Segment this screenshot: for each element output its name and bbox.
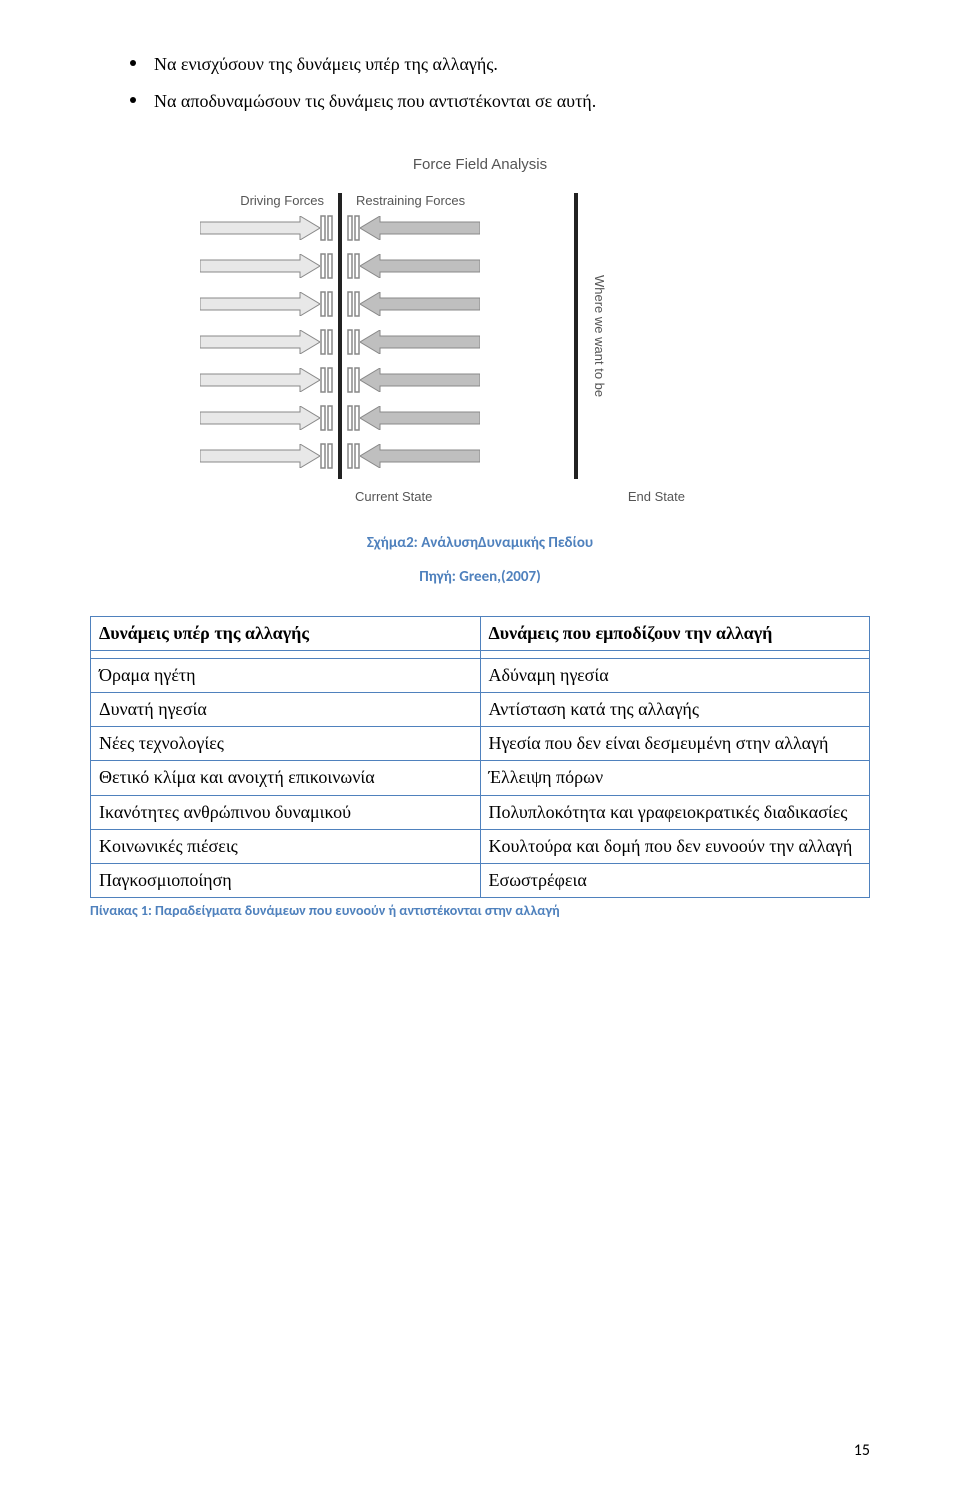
restraining-forces-column: Restraining Forces <box>346 193 480 470</box>
driving-forces-label: Driving Forces <box>240 193 324 208</box>
arrow-left-icon <box>360 216 480 240</box>
arrow-right-icon <box>200 406 320 430</box>
page-number: 15 <box>854 1441 870 1460</box>
arrow-row <box>346 214 480 242</box>
arrow-row <box>200 214 334 242</box>
driving-arrows <box>200 214 334 470</box>
table-header-row: Δυνάμεις υπέρ της αλλαγήςΔυνάμεις που εμ… <box>91 616 870 650</box>
bullet-dot-icon <box>130 60 136 66</box>
arrow-row <box>346 328 480 356</box>
bracket-icon <box>346 366 360 394</box>
arrow-row <box>200 290 334 318</box>
table-cell: Όραμα ηγέτη <box>91 658 481 692</box>
bracket-icon <box>320 290 334 318</box>
bracket-icon <box>346 252 360 280</box>
arrow-row <box>346 404 480 432</box>
current-state-label: Current State <box>355 489 432 504</box>
table-header-cell: Δυνάμεις που εμποδίζουν την αλλαγή <box>480 616 870 650</box>
where-we-want-label: Where we want to be <box>592 275 607 397</box>
table-row: Θετικό κλίμα και ανοιχτή επικοινωνίαΈλλε… <box>91 761 870 795</box>
arrow-row <box>200 252 334 280</box>
table-cell: Νέες τεχνολογίες <box>91 727 481 761</box>
table-cell: Κοινωνικές πιέσεις <box>91 829 481 863</box>
bracket-icon <box>320 366 334 394</box>
arrow-row <box>200 328 334 356</box>
table-cell: Θετικό κλίμα και ανοιχτή επικοινωνία <box>91 761 481 795</box>
figure-source: Πηγή: Green,(2007) <box>90 568 870 586</box>
bracket-icon <box>346 214 360 242</box>
bracket-icon <box>320 328 334 356</box>
arrow-right-icon <box>200 444 320 468</box>
bullet-item: Να ενισχύσουν της δυνάμεις υπέρ της αλλα… <box>130 50 870 79</box>
diagram-body: Driving Forces <box>200 193 760 479</box>
bullet-list: Να ενισχύσουν της δυνάμεις υπέρ της αλλα… <box>130 50 870 116</box>
bracket-icon <box>346 290 360 318</box>
table-cell: Αδύναμη ηγεσία <box>480 658 870 692</box>
arrow-left-icon <box>360 368 480 392</box>
arrow-right-icon <box>200 330 320 354</box>
bracket-icon <box>346 442 360 470</box>
bullet-item: Να αποδυναμώσουν τις δυνάμεις που αντιστ… <box>130 87 870 116</box>
table-cell: Αντίσταση κατά της αλλαγής <box>480 692 870 726</box>
bullet-dot-icon <box>130 97 136 103</box>
arrow-right-icon <box>200 368 320 392</box>
arrow-right-icon <box>200 292 320 316</box>
bracket-icon <box>320 442 334 470</box>
arrow-row <box>346 252 480 280</box>
arrow-left-icon <box>360 292 480 316</box>
table-cell: Παγκοσμιοποίηση <box>91 863 481 897</box>
table-caption: Πίνακας 1: Παραδείγματα δυνάμεων που ευν… <box>90 902 870 919</box>
table-spacer-row <box>91 650 870 658</box>
arrow-left-icon <box>360 444 480 468</box>
arrow-right-icon <box>200 216 320 240</box>
figure-caption: Σχήμα2: ΑνάλυσηΔυναμικής Πεδίου <box>90 534 870 552</box>
end-state-label: End State <box>628 489 685 504</box>
driving-forces-column: Driving Forces <box>200 193 334 470</box>
table-row: Ικανότητες ανθρώπινου δυναμικούΠολυπλοκό… <box>91 795 870 829</box>
diagram-title: Force Field Analysis <box>200 156 760 173</box>
arrow-left-icon <box>360 254 480 278</box>
restraining-forces-label: Restraining Forces <box>356 193 465 208</box>
table-row: Κοινωνικές πιέσειςΚουλτούρα και δομή που… <box>91 829 870 863</box>
arrow-row <box>200 442 334 470</box>
table-cell: Κουλτούρα και δομή που δεν ευνοούν την α… <box>480 829 870 863</box>
arrow-row <box>346 366 480 394</box>
table-row: Όραμα ηγέτηΑδύναμη ηγεσία <box>91 658 870 692</box>
table-row: Νέες τεχνολογίεςΗγεσία που δεν είναι δεσ… <box>91 727 870 761</box>
bracket-icon <box>346 328 360 356</box>
bullet-text: Να ενισχύσουν της δυνάμεις υπέρ της αλλα… <box>154 50 498 79</box>
arrow-left-icon <box>360 406 480 430</box>
forces-table: Δυνάμεις υπέρ της αλλαγήςΔυνάμεις που εμ… <box>90 616 870 899</box>
table-cell: Ηγεσία που δεν είναι δεσμευμένη στην αλλ… <box>480 727 870 761</box>
bracket-icon <box>320 404 334 432</box>
bracket-icon <box>320 214 334 242</box>
force-field-diagram: Force Field Analysis Driving Forces <box>200 156 760 504</box>
table-cell: Έλλειψη πόρων <box>480 761 870 795</box>
table-cell: Ικανότητες ανθρώπινου δυναμικού <box>91 795 481 829</box>
table-row: ΠαγκοσμιοποίησηΕσωστρέφεια <box>91 863 870 897</box>
bullet-text: Να αποδυναμώσουν τις δυνάμεις που αντιστ… <box>154 87 596 116</box>
arrow-left-icon <box>360 330 480 354</box>
bracket-icon <box>320 252 334 280</box>
current-state-bar <box>338 193 342 479</box>
arrow-row <box>346 442 480 470</box>
table-cell: Δυνατή ηγεσία <box>91 692 481 726</box>
table-row: Δυνατή ηγεσίαΑντίσταση κατά της αλλαγής <box>91 692 870 726</box>
arrow-row <box>200 404 334 432</box>
bracket-icon <box>346 404 360 432</box>
table-cell: Εσωστρέφεια <box>480 863 870 897</box>
diagram-bottom-labels: Current State End State <box>200 489 760 504</box>
arrow-right-icon <box>200 254 320 278</box>
restraining-arrows <box>346 214 480 470</box>
table-cell: Πολυπλοκότητα και γραφειοκρατικές διαδικ… <box>480 795 870 829</box>
arrow-row <box>346 290 480 318</box>
table-header-cell: Δυνάμεις υπέρ της αλλαγής <box>91 616 481 650</box>
arrow-row <box>200 366 334 394</box>
end-state-bar <box>574 193 578 479</box>
